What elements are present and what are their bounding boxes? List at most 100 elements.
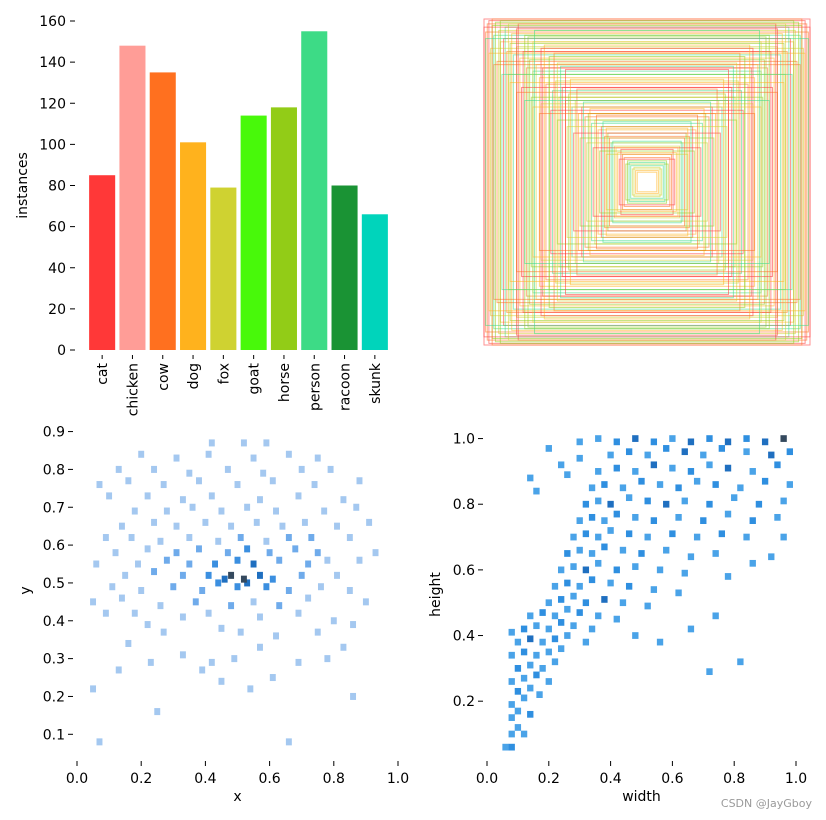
xy-ytick-label: 0.4	[43, 614, 65, 630]
xy-ytick-label: 0.5	[43, 576, 65, 592]
xy-bin-cell	[135, 560, 141, 568]
bar-cat	[89, 175, 116, 350]
xy-bin-cell	[250, 454, 257, 462]
wh-bin-cell	[724, 464, 732, 472]
wh-bin-cell	[588, 513, 596, 521]
xy-bin-cell	[192, 598, 199, 606]
wh-bin-cell	[607, 500, 614, 508]
xy-bin-cell	[160, 481, 167, 489]
wh-bin-cell	[533, 622, 540, 630]
wh-bin-cell	[718, 530, 726, 538]
xy-bin-cell	[96, 481, 103, 489]
wh-bin-cell	[663, 445, 670, 452]
wh-bin-cell	[656, 481, 664, 488]
wh-bin-cell	[520, 625, 528, 633]
xy-bin-cell	[205, 571, 212, 579]
box-outline	[491, 25, 803, 339]
wh-xtick-label: 0.8	[723, 771, 745, 787]
xy-bin-cell	[205, 609, 212, 617]
xy-bin-cell	[186, 534, 193, 542]
bar-racoon	[331, 185, 358, 350]
xy-bin-cell	[276, 556, 283, 564]
xy-bin-cell	[205, 450, 212, 458]
box-outline	[591, 122, 703, 242]
wh-bin-cell	[551, 582, 559, 590]
bar-xtick-label: cow	[156, 363, 172, 391]
box-outline	[503, 38, 791, 326]
box-outline	[542, 67, 752, 297]
wh-bin-cell	[656, 566, 664, 574]
wh-bin-cell	[595, 533, 602, 541]
box-outline	[609, 137, 685, 227]
box-outline	[613, 145, 681, 219]
xy-bin-cell	[163, 507, 170, 515]
wh-bin-cell	[700, 517, 707, 525]
wh-bin-cell	[619, 484, 627, 492]
box-outline	[635, 170, 659, 194]
xy-bin-cell	[96, 738, 103, 746]
box-outline	[540, 103, 754, 261]
xy-bin-cell	[199, 666, 206, 674]
box-outline	[578, 113, 716, 251]
xy-bin-cell	[263, 583, 270, 591]
wh-bin-cell	[632, 632, 639, 639]
xy-bin-cell	[138, 450, 145, 458]
bar-xtick-label: cat	[95, 362, 111, 384]
xy-bin-cell	[228, 571, 235, 579]
xy-bin-cell	[131, 507, 138, 515]
bar-ytick-label: 60	[48, 220, 66, 236]
wh-bin-cell	[520, 674, 528, 682]
wh-bin-cell	[718, 445, 726, 452]
xy-bin-cell	[231, 655, 238, 663]
box-outline	[589, 108, 705, 256]
box-outline	[535, 64, 759, 300]
wh-bin-cell	[508, 651, 515, 659]
box-outline	[615, 147, 679, 217]
xy-bin-cell	[186, 469, 193, 477]
watermark-text: CSDN @JayGboy	[720, 797, 812, 810]
xy-bin-cell	[106, 492, 113, 500]
xy-bin-cell	[215, 537, 222, 545]
wh-bin-cell	[625, 582, 633, 590]
xy-bin-cell	[321, 507, 328, 515]
box-outline	[618, 158, 676, 206]
box-outline	[599, 150, 695, 214]
xy-bin-cell	[244, 503, 251, 511]
wh-bin-cell	[737, 658, 744, 666]
xy-bin-cell	[263, 537, 270, 545]
box-outline	[620, 148, 674, 216]
wh-xtick-label: 0.6	[661, 771, 683, 787]
xy-bin-cell	[237, 534, 244, 542]
wh-bin-cell	[576, 582, 583, 590]
box-outline	[493, 64, 801, 300]
xy-xlabel: x	[233, 789, 241, 805]
xy-bin-cell	[295, 609, 302, 617]
box-outline	[507, 23, 787, 341]
box-outline	[617, 152, 677, 212]
box-outline	[490, 47, 804, 317]
wh-bin-cell	[687, 553, 695, 561]
xy-bin-cell	[314, 549, 321, 557]
xy-bin-cell	[353, 503, 360, 511]
wh-bin-cell	[786, 481, 793, 488]
xy-bin-cell	[240, 439, 247, 447]
box-outline	[499, 20, 795, 344]
wh-bin-cell	[533, 487, 540, 495]
xy-bin-cell	[279, 522, 286, 530]
xy-bin-cell	[263, 439, 270, 447]
wh-bin-cell	[706, 435, 713, 442]
xy-bin-cell	[324, 655, 331, 663]
bar-xtick-label: fox	[216, 363, 232, 384]
wh-xtick-label: 0.4	[599, 771, 621, 787]
xy-xtick-label: 0.4	[194, 771, 216, 787]
xy-bin-cell	[273, 507, 279, 515]
box-outline	[573, 132, 721, 232]
xy-bin-cell	[250, 598, 257, 606]
box-outline	[496, 60, 798, 304]
wh-bin-cell	[595, 559, 602, 567]
xy-bin-cell	[90, 685, 97, 693]
wh-bin-cell	[527, 684, 534, 692]
box-outline	[630, 165, 664, 199]
xy-ytick-label: 0.7	[43, 500, 65, 516]
